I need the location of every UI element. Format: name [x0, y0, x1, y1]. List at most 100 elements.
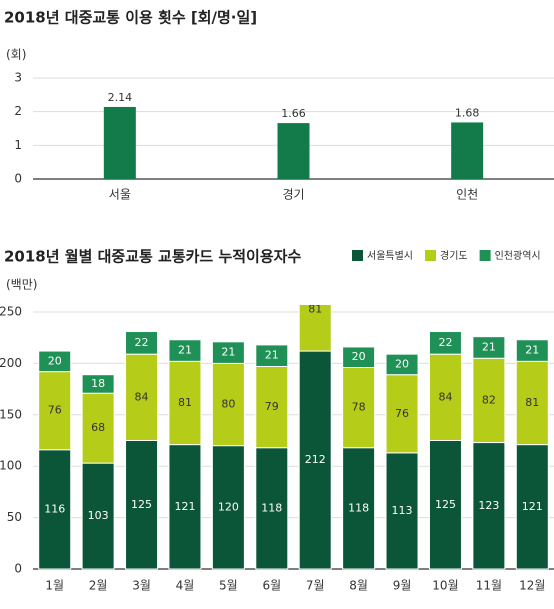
- bar-segment: [81, 462, 115, 570]
- value-label: 125: [435, 498, 456, 511]
- x-tick-label: 11월: [476, 579, 502, 593]
- x-tick-label: 경기: [282, 188, 304, 202]
- value-label: 212: [305, 453, 326, 466]
- legend-label: 경기도: [440, 249, 468, 262]
- x-tick-label: 6월: [262, 579, 281, 593]
- value-label: 21: [221, 346, 235, 359]
- y-tick-label: 50: [7, 510, 22, 524]
- value-label: 79: [265, 400, 279, 413]
- bar-segment: [515, 339, 549, 362]
- value-label: 80: [221, 398, 235, 411]
- bar-segment: [428, 353, 462, 442]
- value-label: 113: [392, 504, 413, 517]
- bar-segment: [515, 360, 549, 446]
- value-label: 81: [308, 302, 322, 315]
- legend-label: 서울특별시: [367, 250, 413, 262]
- value-label: 121: [174, 500, 195, 513]
- plot-area: 116 76 20 103 68 18 125 84 22 121 81 21 120 80 21 118 79…: [38, 246, 549, 570]
- legend-label: 인천광역시: [495, 250, 541, 262]
- x-tick-label: 10월: [432, 579, 458, 593]
- x-tick-label: 12월: [519, 579, 545, 593]
- bar: [451, 122, 484, 179]
- x-tick-label: 5월: [219, 579, 238, 593]
- y-tick-label: 1: [14, 138, 22, 152]
- x-tick-label: 4월: [176, 579, 195, 593]
- bar-segment: [38, 371, 72, 451]
- value-label: 118: [348, 501, 369, 514]
- legend-swatch: [425, 250, 436, 261]
- bar: [277, 123, 310, 179]
- bar: [103, 106, 136, 179]
- x-tick-label: 9월: [393, 579, 412, 593]
- x-tick-label: 3월: [132, 579, 151, 593]
- bar-segment: [472, 336, 506, 359]
- x-tick-label: 인천: [456, 187, 478, 202]
- value-label: 21: [308, 250, 322, 263]
- bar-segment: [298, 350, 332, 570]
- value-label: 123: [478, 499, 499, 512]
- bar-segment: [299, 246, 331, 268]
- bar-segment: [298, 305, 332, 352]
- value-label: 84: [438, 390, 452, 403]
- value-label: 22: [438, 336, 452, 349]
- bar-segment: [211, 445, 245, 570]
- axis-unit: (회): [6, 48, 26, 62]
- value-label: 68: [91, 421, 105, 434]
- bar-segment: [81, 392, 115, 464]
- value-label: 103: [88, 509, 109, 522]
- value-label: 118: [261, 501, 282, 514]
- value-label: 116: [44, 502, 65, 515]
- x-tick-label: 8월: [349, 579, 368, 593]
- bar-segment: [125, 440, 159, 570]
- value-label: 76: [395, 407, 409, 420]
- bar-segment: [255, 344, 289, 367]
- y-tick-label: 250: [0, 305, 22, 319]
- value-label: 76: [48, 404, 62, 417]
- value-label: 1.68: [455, 106, 480, 119]
- bar-segment: [255, 365, 289, 449]
- value-label: 20: [352, 350, 366, 363]
- value-label: 1.66: [281, 107, 306, 120]
- value-label: 81: [525, 396, 539, 409]
- bar-segment: [168, 444, 202, 570]
- y-tick-label: 3: [14, 71, 22, 85]
- value-label: 2.14: [108, 91, 133, 104]
- bar-segment: [255, 447, 289, 570]
- value-label: 20: [48, 354, 62, 367]
- value-label: 82: [482, 393, 496, 406]
- value-label: 21: [178, 344, 192, 357]
- value-label: 18: [91, 377, 105, 390]
- bar-segment: [342, 447, 376, 570]
- value-label: 21: [525, 344, 539, 357]
- bar-segment: [125, 353, 159, 442]
- bar-segment: [472, 442, 506, 570]
- value-label: 84: [135, 390, 149, 403]
- value-label: 121: [522, 500, 543, 513]
- axis-unit: (백만): [6, 278, 37, 292]
- chart-title: 2018년 대중교통 이용 횟수 [회/명·일]: [4, 9, 257, 27]
- value-label: 21: [482, 340, 496, 353]
- legend-swatch: [352, 250, 363, 261]
- x-tick-label: 서울: [109, 188, 131, 202]
- bar-segment: [428, 331, 462, 355]
- bar-segment: [385, 452, 419, 570]
- bar-segment: [168, 360, 202, 446]
- x-tick-label: 7월: [306, 579, 325, 593]
- y-tick-label: 200: [0, 356, 22, 370]
- bar-segment: [38, 350, 72, 373]
- y-tick-label: 100: [0, 459, 22, 473]
- value-label: 120: [218, 500, 239, 513]
- bar-segment: [428, 440, 462, 570]
- bar-segment: [81, 374, 115, 394]
- x-tick-label: 2월: [89, 579, 108, 593]
- y-tick-label: 150: [0, 407, 22, 421]
- y-tick-label: 0: [14, 562, 22, 576]
- bar-segment: [342, 367, 376, 449]
- value-label: 125: [131, 498, 152, 511]
- value-label: 20: [395, 357, 409, 370]
- bar-segment: [385, 374, 419, 454]
- legend-swatch: [479, 250, 491, 261]
- bar-segment: [342, 346, 376, 369]
- bar-segment: [385, 353, 419, 376]
- y-tick-label: 2: [14, 104, 22, 118]
